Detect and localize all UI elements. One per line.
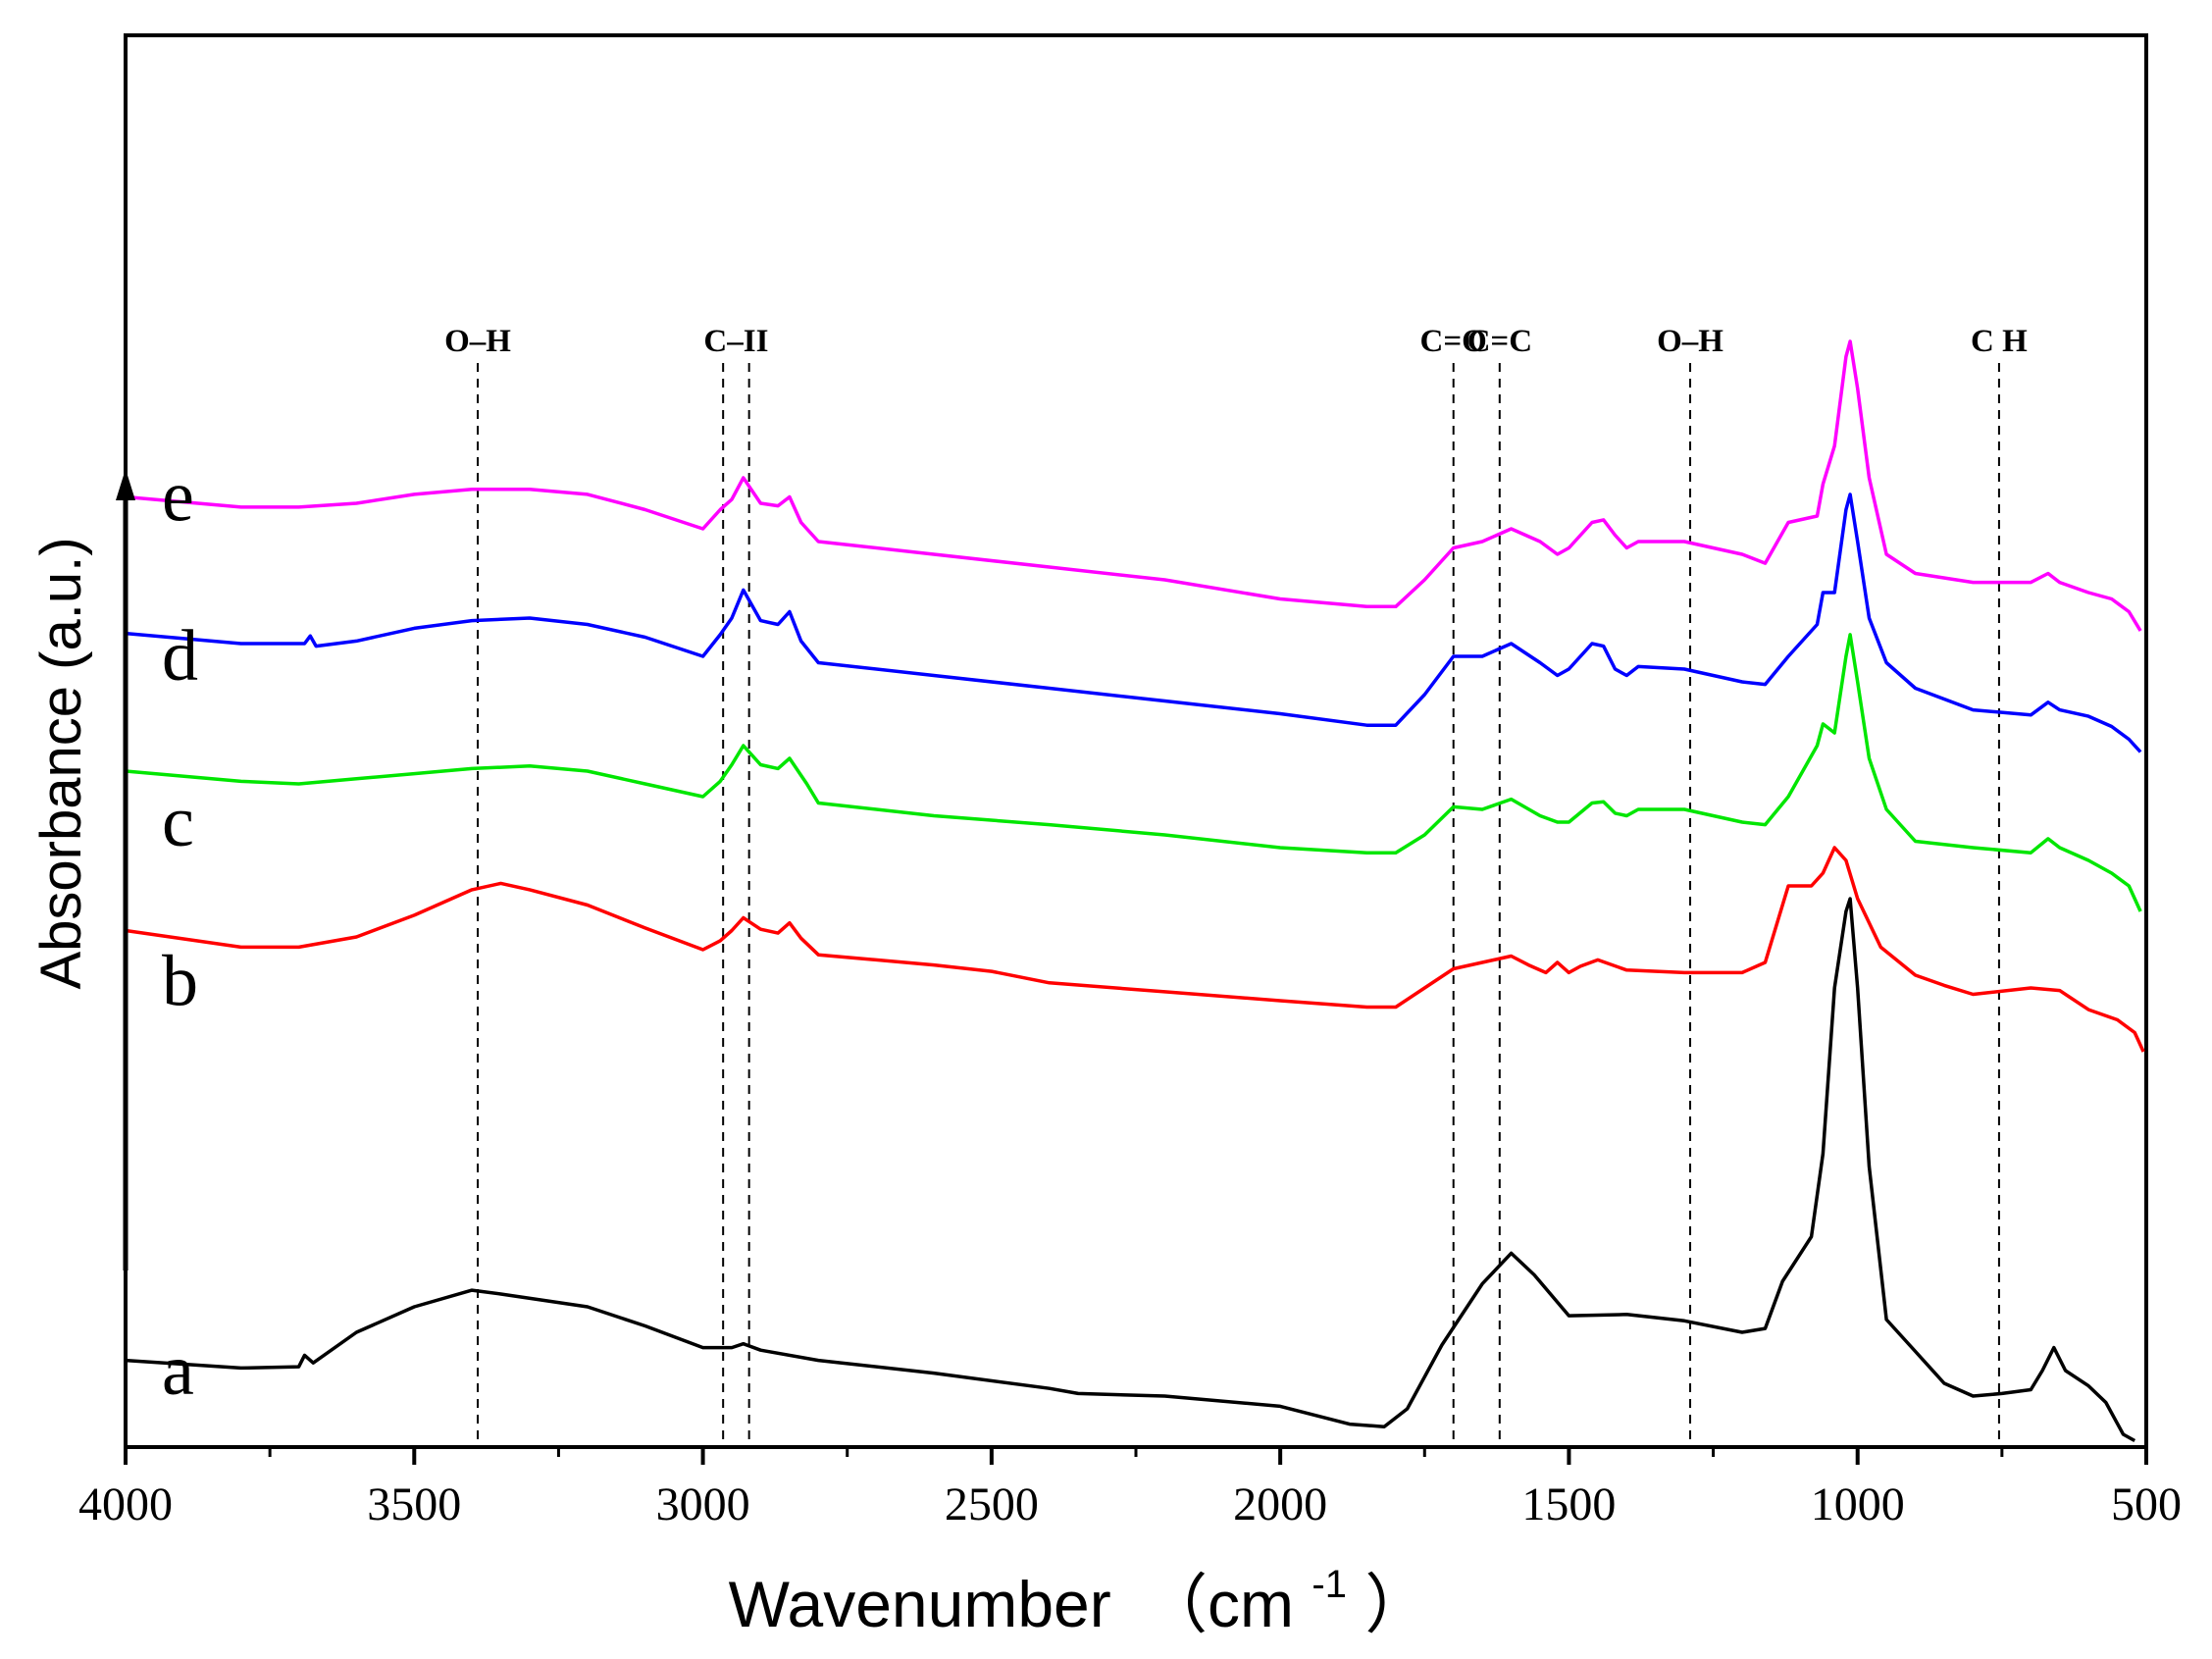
band-label-4: C=C bbox=[1467, 324, 1532, 359]
band-label-6: C H bbox=[1971, 324, 2028, 359]
x-axis-label-unit-close: ） bbox=[1364, 1568, 1429, 1640]
series-line-e bbox=[125, 339, 2142, 632]
x-tick-label-3000: 3000 bbox=[656, 1478, 750, 1530]
series-label-e: e bbox=[162, 457, 194, 538]
series-label-d: d bbox=[162, 616, 198, 697]
band-label-0: O–H bbox=[444, 324, 511, 359]
band-label-3: C=O bbox=[1420, 324, 1487, 359]
series-label-a: a bbox=[162, 1330, 194, 1411]
series-line-c bbox=[125, 633, 2142, 912]
x-tick-label-1000: 1000 bbox=[1811, 1478, 1905, 1530]
x-tick-label-2500: 2500 bbox=[945, 1478, 1039, 1530]
series-line-b bbox=[125, 846, 2145, 1053]
x-tick-label-3500: 3500 bbox=[367, 1478, 461, 1530]
series-line-a bbox=[125, 897, 2136, 1443]
band-label-5: O–H bbox=[1657, 324, 1723, 359]
x-axis: 4000 3500 3000 2500 2000 1500 1000 500 bbox=[78, 1447, 2182, 1530]
series-label-b: b bbox=[162, 942, 198, 1022]
y-axis-arrow bbox=[116, 469, 135, 1270]
x-tick-label-500: 500 bbox=[2111, 1478, 2182, 1530]
y-axis-label: Absorbance (a.u.) bbox=[29, 537, 93, 989]
series-line-d bbox=[125, 493, 2142, 753]
x-tick-label-4000: 4000 bbox=[78, 1478, 173, 1530]
plot-frame bbox=[124, 33, 2148, 1449]
band-labels: O–H C–II C=OC=C O–H C H bbox=[444, 324, 2028, 359]
series-labels: a bc de bbox=[162, 457, 198, 1412]
band-label-1: C–II bbox=[703, 324, 768, 359]
x-axis-label-unit: （cm bbox=[1143, 1568, 1294, 1640]
x-tick-label-1500: 1500 bbox=[1521, 1478, 1616, 1530]
x-axis-label: Wavenumber （cm -1 ） bbox=[729, 1538, 1430, 1640]
x-axis-label-main: Wavenumber bbox=[729, 1568, 1111, 1640]
x-axis-label-unit-sup: -1 bbox=[1312, 1563, 1347, 1606]
spectra-curves bbox=[125, 339, 2145, 1443]
x-tick-label-2000: 2000 bbox=[1233, 1478, 1327, 1530]
series-label-c: c bbox=[162, 782, 194, 862]
